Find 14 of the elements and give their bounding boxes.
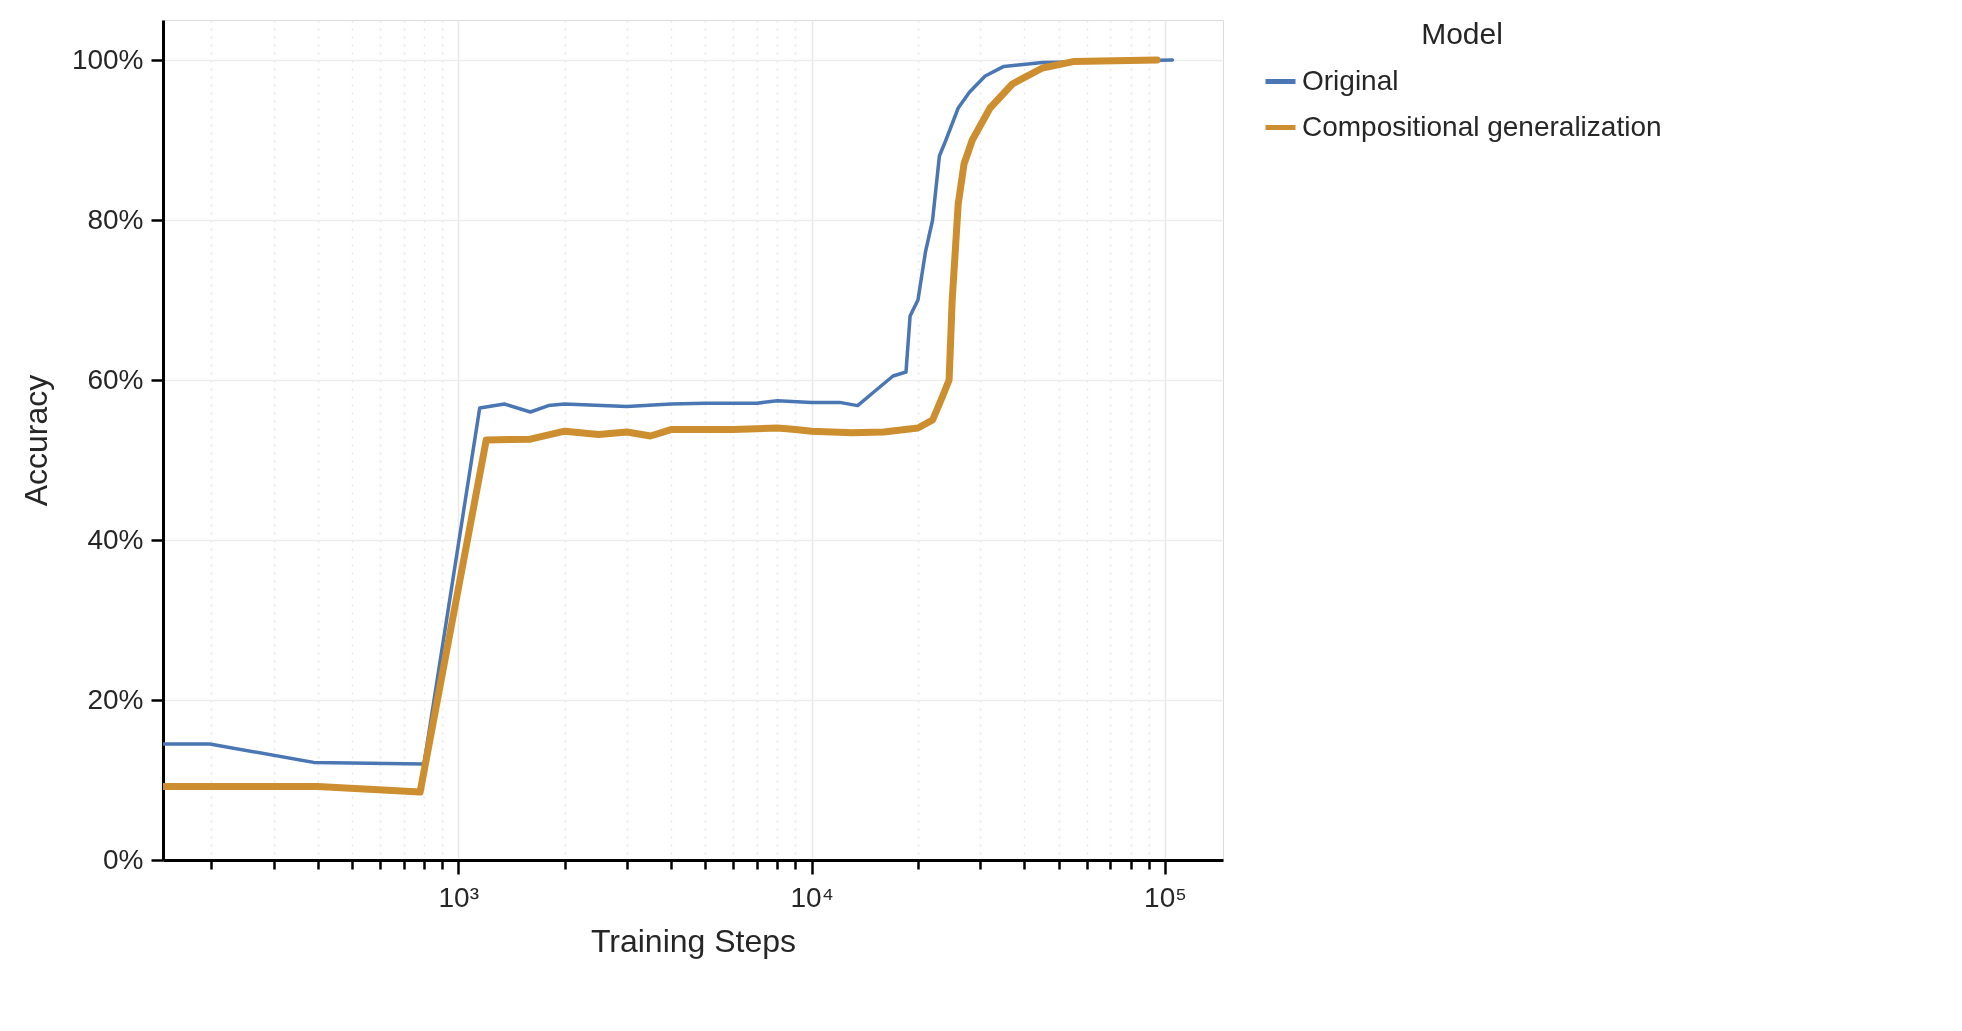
y-axis-title: Accuracy [17,374,54,507]
legend-label: Original [1302,64,1399,96]
legend-label: Compositional generalization [1302,110,1662,142]
y-tick-label: 80% [87,203,144,235]
y-tick-label: 0% [103,843,144,875]
y-tick-label: 40% [87,523,144,555]
x-axis-title: Training Steps [590,922,797,959]
x-tick-label: 10³ [438,881,479,913]
y-tick-label: 20% [87,683,144,715]
legend-title: Model [1421,17,1503,50]
y-tick-label: 100% [71,43,144,75]
x-tick-label: 10⁵ [1144,881,1187,913]
x-tick-label: 10⁴ [790,881,834,913]
y-tick-label: 60% [87,363,144,395]
